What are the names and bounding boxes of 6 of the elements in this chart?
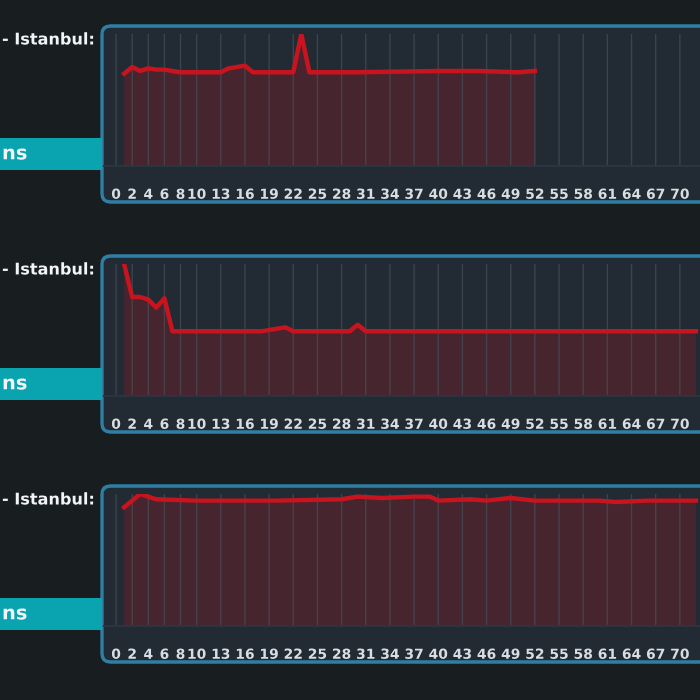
chart-title: - Istanbul:	[2, 262, 94, 275]
chart-title: - Istanbul:	[2, 492, 94, 505]
chart-title: - Istanbul:	[2, 32, 94, 45]
text: ns	[3, 608, 27, 620]
text: ns	[3, 148, 27, 160]
text: ns	[3, 378, 27, 390]
